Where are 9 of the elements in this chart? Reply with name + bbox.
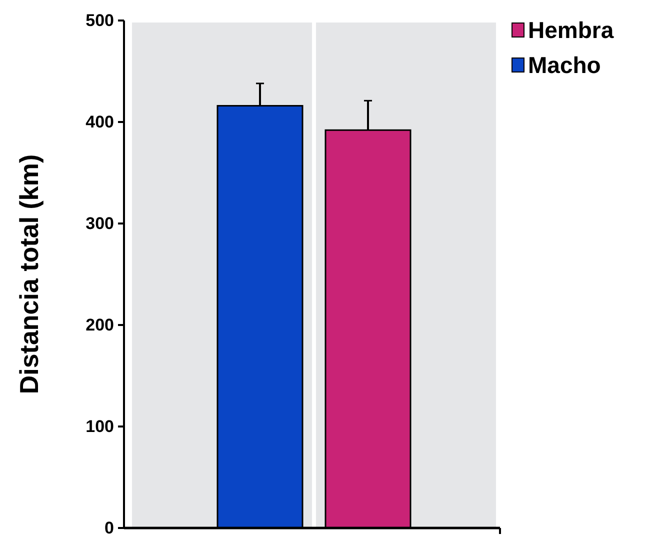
- y-tick-label: 400: [86, 112, 114, 132]
- y-tick-label: 500: [86, 10, 114, 30]
- y-axis-title: Distancia total (km): [14, 154, 44, 394]
- y-tick-label: 300: [86, 214, 114, 233]
- y-tick-label: 0: [104, 518, 114, 538]
- y-tick-label: 100: [86, 416, 114, 436]
- y-tick-label: 200: [86, 315, 114, 334]
- legend-label: Hembra: [528, 17, 614, 43]
- legend-label: Macho: [528, 52, 601, 78]
